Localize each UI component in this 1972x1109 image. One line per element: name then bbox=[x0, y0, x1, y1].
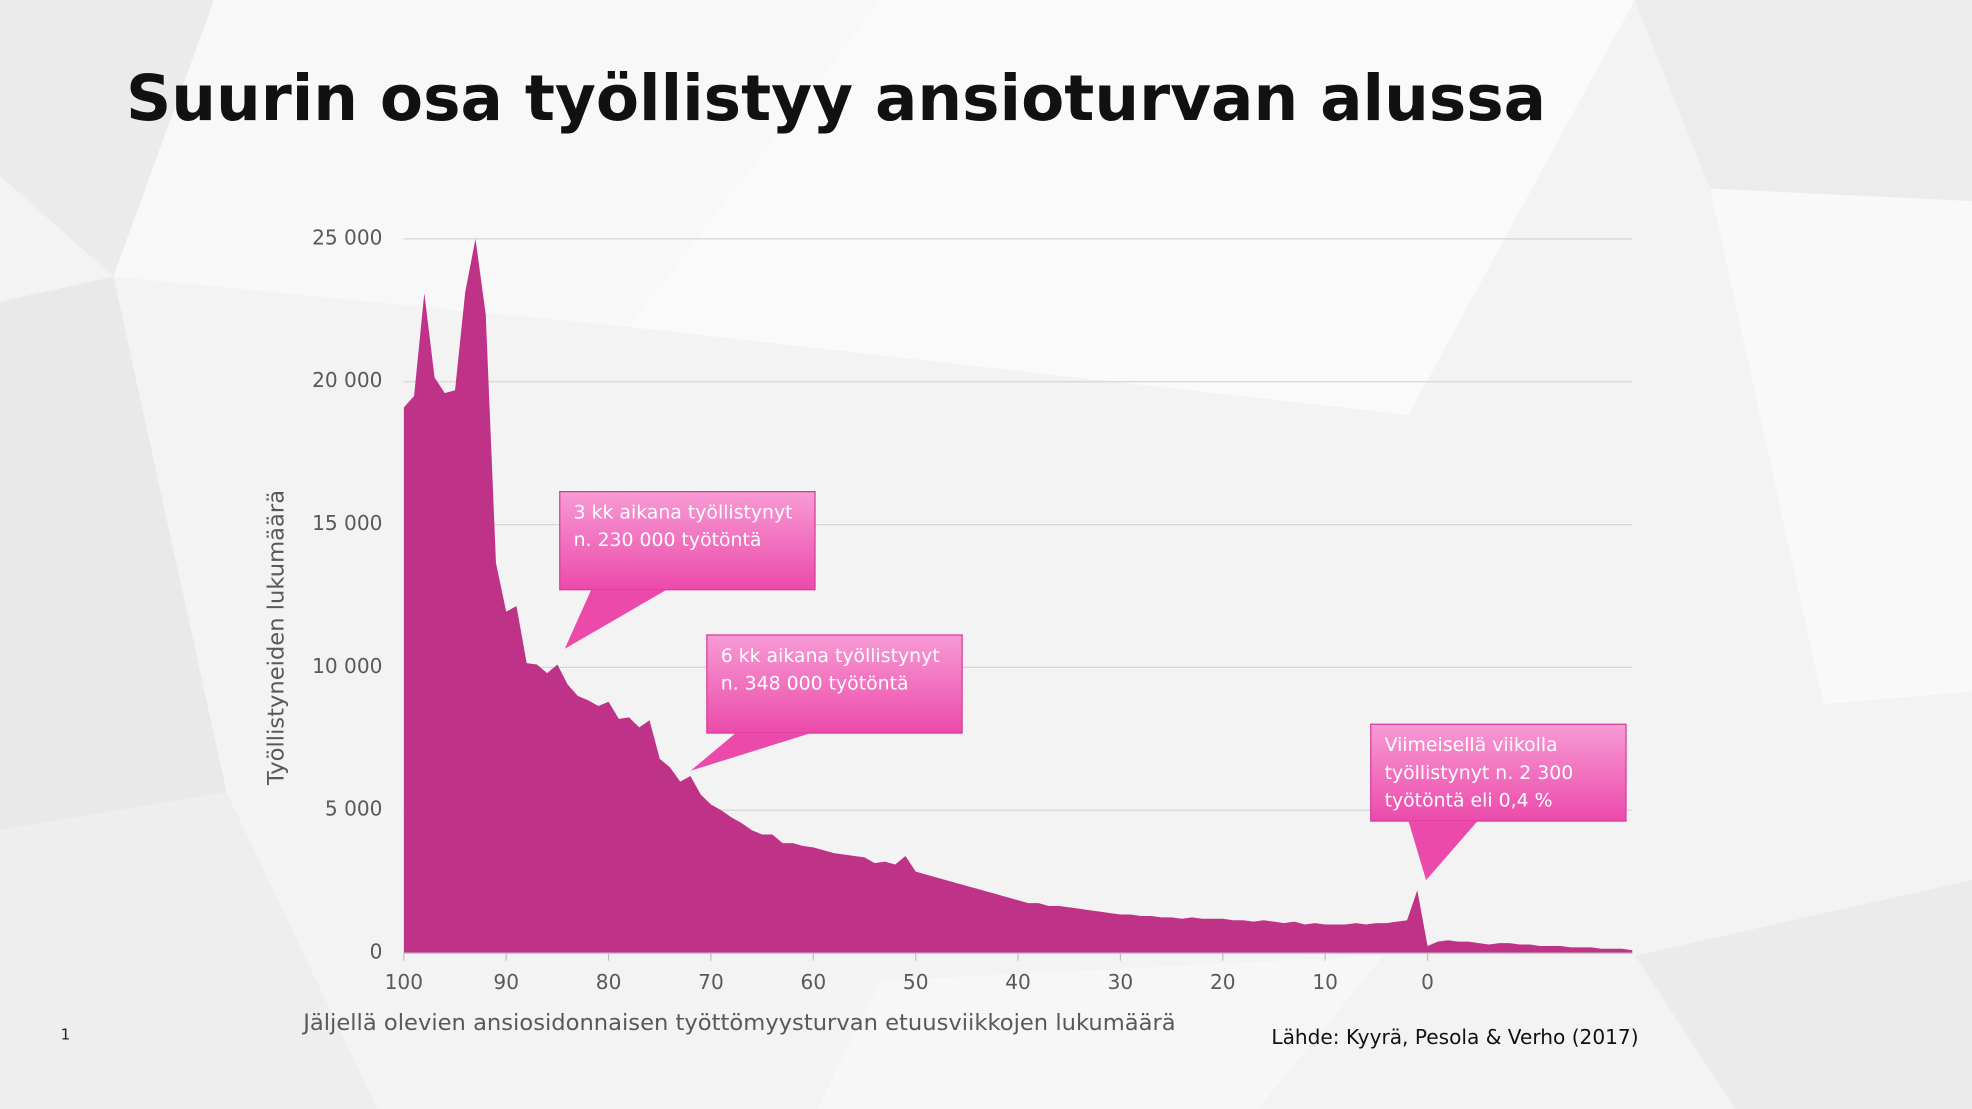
callout: 6 kk aikana työllistynyt n. 348 000 työtö… bbox=[690, 634, 963, 771]
y-tick-label: 5 000 bbox=[325, 797, 383, 821]
callout-text: 6 kk aikana työllistynyt bbox=[721, 645, 940, 667]
x-tick-label: 0 bbox=[1421, 970, 1434, 994]
x-tick-label: 90 bbox=[493, 970, 519, 994]
source: Lähde: Kyyrä, Pesola & Verho (2017) bbox=[1271, 1025, 1638, 1049]
callout-box bbox=[706, 634, 963, 734]
x-tick-label: 40 bbox=[1005, 970, 1031, 994]
chart-title: Suurin osa työllistyy ansioturvan alussa bbox=[126, 62, 1546, 135]
x-tick-label: 70 bbox=[698, 970, 724, 994]
callout-text: Viimeisellä viikolla bbox=[1385, 734, 1558, 756]
area bbox=[403, 238, 1633, 954]
callout-text: n. 230 000 työtöntä bbox=[574, 529, 762, 551]
x-tick-label: 100 bbox=[385, 970, 423, 994]
x-tick-label: 30 bbox=[1108, 970, 1134, 994]
callout-tail bbox=[1408, 821, 1478, 881]
y-axis-title: Työllistyneiden lukumäärä bbox=[263, 490, 289, 786]
callout-box bbox=[559, 491, 816, 591]
y-tick-label: 0 bbox=[370, 940, 383, 964]
y-tick-label: 20 000 bbox=[312, 368, 382, 392]
callout-text: työtöntä eli 0,4 % bbox=[1385, 789, 1553, 811]
slide-number: 1 bbox=[61, 1025, 71, 1043]
x-tick-label: 80 bbox=[596, 970, 622, 994]
x-tick-label: 50 bbox=[903, 970, 929, 994]
callout-box bbox=[1370, 723, 1627, 822]
callout-text: 3 kk aikana työllistynyt bbox=[574, 502, 793, 524]
y-tick-label: 10 000 bbox=[312, 654, 382, 678]
x-tick-label: 10 bbox=[1312, 970, 1338, 994]
callout: 3 kk aikana työllistynyt n. 230 000 työtö… bbox=[559, 491, 816, 649]
y-tick-label: 15 000 bbox=[312, 511, 382, 535]
x-tick-label: 60 bbox=[801, 970, 827, 994]
x-axis-title: Jäljellä olevien ansiosidonnaisen työttö… bbox=[301, 1010, 1175, 1036]
callout-text: n. 348 000 työtöntä bbox=[721, 673, 909, 695]
callout: Viimeisellä viikolla työllistynyt n. 2 30… bbox=[1370, 723, 1627, 881]
y-tick-label: 25 000 bbox=[312, 225, 382, 249]
callout-text: työllistynyt n. 2 300 bbox=[1385, 762, 1574, 784]
x-tick-label: 20 bbox=[1210, 970, 1236, 994]
